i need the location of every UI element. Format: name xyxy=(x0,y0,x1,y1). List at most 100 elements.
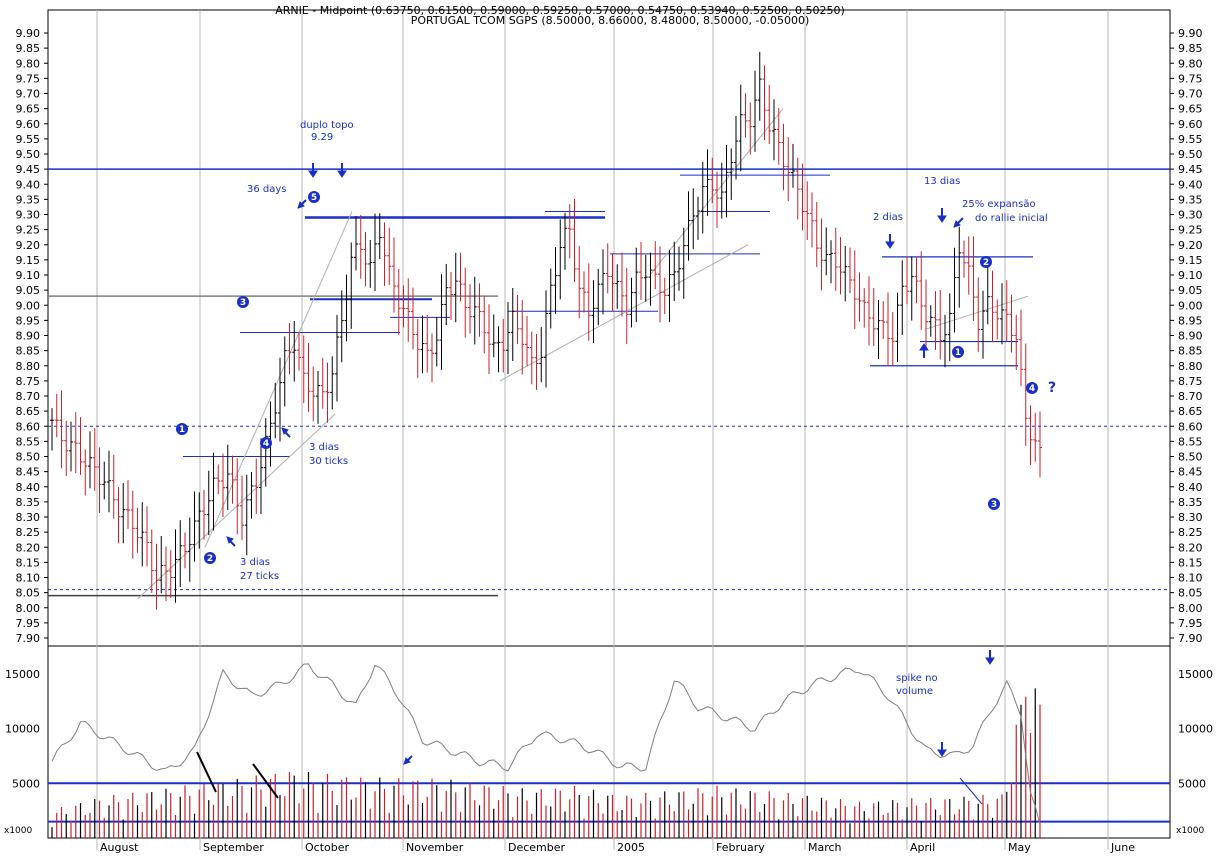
price-tick-label-right: 9.40 xyxy=(1178,178,1203,191)
marker-4-b: 4 xyxy=(1026,382,1038,394)
annotation-duplo-topo-value: 9.29 xyxy=(311,132,333,143)
price-tick-label-left: 8.40 xyxy=(16,481,41,494)
month-label: June xyxy=(1110,841,1135,854)
price-tick-label-left: 9.00 xyxy=(16,299,41,312)
price-tick-label-left: 8.80 xyxy=(16,360,41,373)
price-tick-label-right: 8.95 xyxy=(1178,314,1203,327)
price-tick-label-left: 8.00 xyxy=(16,602,41,615)
volume-tick-label-left: 10000 xyxy=(5,723,40,736)
price-tick-label-left: 8.10 xyxy=(16,572,41,585)
price-tick-label-left: 8.20 xyxy=(16,541,41,554)
month-label: 2005 xyxy=(617,841,645,854)
price-tick-label-left: 9.90 xyxy=(16,27,41,40)
price-tick-label-left: 8.75 xyxy=(16,375,41,388)
price-tick-label-left: 9.30 xyxy=(16,209,41,222)
price-tick-label-right: 8.20 xyxy=(1178,541,1203,554)
price-tick-label-right: 9.45 xyxy=(1178,163,1203,176)
volume-tick-label-right: 5000 xyxy=(1178,777,1206,790)
month-label: September xyxy=(203,841,264,854)
volume-average-line xyxy=(51,663,1041,825)
volume-unit-left: x1000 xyxy=(4,826,33,836)
price-tick-label-left: 9.50 xyxy=(16,148,41,161)
price-tick-label-right: 9.30 xyxy=(1178,209,1203,222)
month-label: April xyxy=(910,841,935,854)
price-tick-label-right: 8.00 xyxy=(1178,602,1203,615)
price-tick-label-right: 9.75 xyxy=(1178,72,1203,85)
marker-2-b-label: 2 xyxy=(983,258,989,268)
volume-tick-label-left: 5000 xyxy=(12,777,40,790)
volume-tick-label-right: 15000 xyxy=(1178,668,1213,681)
price-tick-label-left: 8.55 xyxy=(16,435,41,448)
price-tick-label-left: 9.05 xyxy=(16,284,41,297)
price-tick-label-left: 9.85 xyxy=(16,42,41,55)
arrow-down-3 xyxy=(885,234,895,249)
price-tick-label-right: 8.15 xyxy=(1178,556,1203,569)
marker-4-b-label: 4 xyxy=(1029,384,1035,394)
month-label: May xyxy=(1008,841,1031,854)
volume-unit-right: x1000 xyxy=(1176,826,1205,836)
price-tick-label-left: 8.60 xyxy=(16,420,41,433)
volume-axis: 15000 15000 10000 10000 5000 5000 xyxy=(5,668,1213,805)
price-tick-label-right: 9.80 xyxy=(1178,57,1203,70)
volume-bars xyxy=(51,688,1041,838)
price-tick-label-left: 8.30 xyxy=(16,511,41,524)
price-tick-label-left: 9.10 xyxy=(16,269,41,282)
annotation-spike-2: volume xyxy=(896,686,933,697)
price-tick-label-right: 9.25 xyxy=(1178,224,1203,237)
price-tick-label-right: 9.55 xyxy=(1178,133,1203,146)
marker-4-a-label: 4 xyxy=(263,439,269,449)
price-tick-label-right: 8.10 xyxy=(1178,572,1203,585)
marker-5: 5 xyxy=(308,191,320,203)
marker-3-b: 3 xyxy=(988,498,1000,510)
price-tick-label-right: 9.10 xyxy=(1178,269,1203,282)
marker-2-a: 2 xyxy=(204,552,216,564)
price-tick-label-right: 8.90 xyxy=(1178,330,1203,343)
marker-1-a: 1 xyxy=(176,423,188,435)
price-tick-label-right: 9.70 xyxy=(1178,88,1203,101)
annotation-expansao-2: do rallie inicial xyxy=(975,213,1048,224)
price-tick-label-left: 8.70 xyxy=(16,390,41,403)
arrows xyxy=(226,163,995,765)
volume-average xyxy=(51,663,1041,825)
annotation-30-ticks: 30 ticks xyxy=(309,456,348,467)
arrow-diag-2 xyxy=(953,217,964,228)
marker-1-b-label: 1 xyxy=(955,348,961,358)
price-tick-label-left: 9.70 xyxy=(16,88,41,101)
marker-3-b-label: 3 xyxy=(991,500,997,510)
annotation-27-ticks: 27 ticks xyxy=(240,571,279,582)
price-tick-label-right: 8.25 xyxy=(1178,526,1203,539)
annotation-3-dias-b: 3 dias xyxy=(240,557,270,568)
annotation-3-dias-a: 3 dias xyxy=(309,442,339,453)
month-label: October xyxy=(305,841,349,854)
price-tick-label-right: 9.15 xyxy=(1178,254,1203,267)
volume-annotation-slash-blue xyxy=(959,777,983,805)
price-tick-label-right: 8.05 xyxy=(1178,587,1203,600)
trendline xyxy=(204,211,353,548)
price-tick-label-left: 9.60 xyxy=(16,118,41,131)
price-tick-label-left: 8.45 xyxy=(16,466,41,479)
price-tick-label-left: 9.65 xyxy=(16,103,41,116)
arrow-down-4 xyxy=(937,208,947,223)
trendline xyxy=(924,295,1029,330)
annotation-question: ? xyxy=(1048,380,1056,396)
price-tick-label-right: 8.35 xyxy=(1178,496,1203,509)
month-label: November xyxy=(406,841,464,854)
arrow-diag-1 xyxy=(297,199,307,209)
price-axis: 9.90 9.90 9.85 9.85 9.80 9.80 9.75 9.75 9.70 9.70… xyxy=(16,27,1203,645)
volume-annotation-slash xyxy=(252,763,279,799)
marker-5-label: 5 xyxy=(311,193,317,203)
chart-title: PORTUGAL TCOM SGPS (8.50000, 8.66000, 8.… xyxy=(411,14,810,27)
arrow-diag-3 xyxy=(281,427,291,438)
price-tick-label-right: 7.95 xyxy=(1178,617,1203,630)
arrow-diag-4 xyxy=(226,536,236,547)
price-tick-label-right: 9.60 xyxy=(1178,118,1203,131)
price-tick-label-left: 8.05 xyxy=(16,587,41,600)
marker-3-a-label: 3 xyxy=(240,298,246,308)
price-tick-label-left: 9.45 xyxy=(16,163,41,176)
price-tick-label-right: 9.90 xyxy=(1178,27,1203,40)
marker-3-a: 3 xyxy=(237,296,249,308)
month-label: August xyxy=(100,841,139,854)
annotation-13-dias: 13 dias xyxy=(924,176,960,187)
